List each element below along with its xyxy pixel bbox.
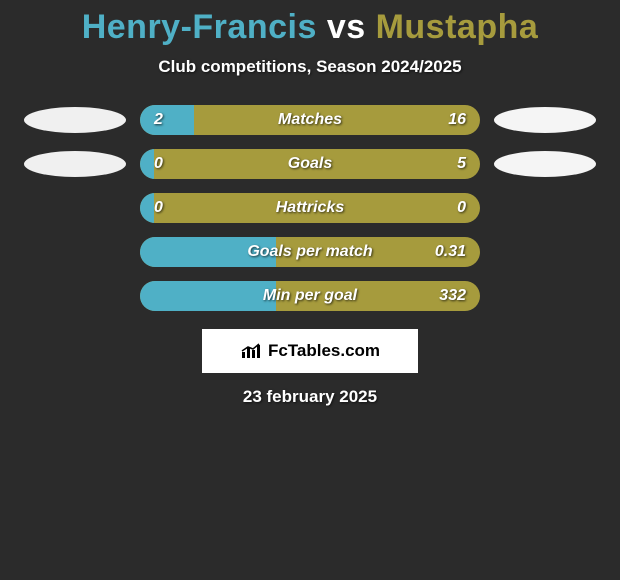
stat-row: Min per goal332 — [0, 281, 620, 311]
stats-list: Matches216 Goals05 Hattricks00 Goals per ma… — [0, 105, 620, 311]
oval-icon — [494, 107, 596, 133]
main-container: Henry-Francis vs Mustapha Club competiti… — [0, 0, 620, 407]
player2-club-badge — [490, 106, 600, 134]
player1-club-badge — [20, 106, 130, 134]
stat-row: Matches216 — [0, 105, 620, 135]
bar-left-fill — [140, 193, 154, 223]
oval-icon — [24, 107, 126, 133]
stat-bar: Matches216 — [140, 105, 480, 135]
bar-left-fill — [140, 105, 194, 135]
page-title: Henry-Francis vs Mustapha — [0, 8, 620, 47]
date-text: 23 february 2025 — [0, 387, 620, 407]
player1-name: Henry-Francis — [82, 8, 317, 46]
brand-text: FcTables.com — [268, 341, 380, 361]
stat-row: Hattricks00 — [0, 193, 620, 223]
player2-name: Mustapha — [376, 8, 539, 46]
bar-left-fill — [140, 237, 276, 267]
chart-icon — [240, 342, 262, 360]
bar-right-fill — [140, 193, 480, 223]
vs-text: vs — [327, 8, 366, 46]
stat-bar: Goals05 — [140, 149, 480, 179]
stat-bar: Min per goal332 — [140, 281, 480, 311]
stat-bar: Hattricks00 — [140, 193, 480, 223]
bar-left-fill — [140, 149, 154, 179]
player1-club-badge — [20, 150, 130, 178]
subtitle: Club competitions, Season 2024/2025 — [0, 57, 620, 77]
bar-left-fill — [140, 281, 276, 311]
stat-row: Goals per match0.31 — [0, 237, 620, 267]
oval-icon — [494, 151, 596, 177]
stat-row: Goals05 — [0, 149, 620, 179]
brand-box[interactable]: FcTables.com — [202, 329, 418, 373]
player2-club-badge — [490, 150, 600, 178]
stat-bar: Goals per match0.31 — [140, 237, 480, 267]
bar-right-fill — [140, 149, 480, 179]
oval-icon — [24, 151, 126, 177]
